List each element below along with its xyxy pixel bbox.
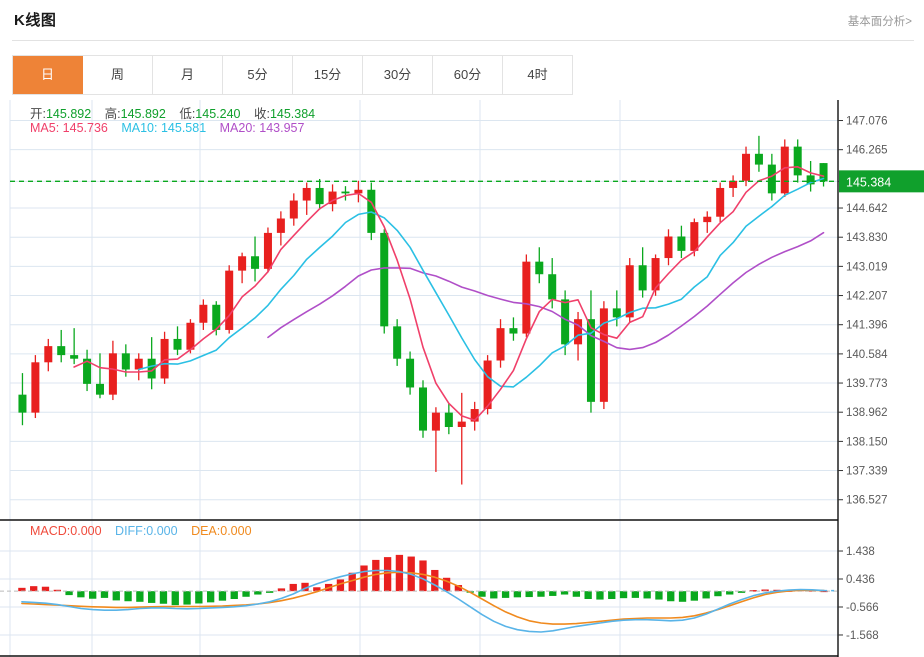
tab-1[interactable]: 周 [83, 56, 153, 94]
timeframe-tabbar: 日 周 月 5分 15分 30分 60分 4时 [12, 55, 573, 95]
price-axis-tick: 136.527 [846, 495, 888, 507]
price-axis-tick: 143.019 [846, 261, 888, 273]
tab-label: 日 [40, 67, 54, 82]
page-title: K线图 [14, 12, 57, 29]
macd-svg[interactable]: 1.438 0.436 -0.566 -1.568 [0, 521, 924, 657]
price-axis-tick: 144.642 [846, 203, 888, 215]
price-axis-tick: 138.962 [846, 407, 888, 419]
price-axis-tick: 141.396 [846, 320, 888, 332]
tab-label: 周 [110, 67, 124, 82]
macd-panel[interactable]: 1.438 0.436 -0.566 -1.568 MACD:0.000 DIFF:0… [0, 521, 924, 657]
macd-axis-tick: 0.436 [846, 574, 875, 586]
tab-0[interactable]: 日 [13, 56, 83, 94]
macd-axis-tick: -0.566 [846, 602, 879, 614]
price-axis-tick: 146.265 [846, 145, 888, 157]
fundamental-analysis-link[interactable]: 基本面分析> [847, 16, 912, 28]
tab-2[interactable]: 月 [153, 56, 223, 94]
price-axis-tick: 139.773 [846, 378, 888, 390]
price-axis-tick: 137.339 [846, 466, 888, 478]
tab-label: 5分 [247, 67, 268, 82]
price-axis-tick: 147.076 [846, 116, 888, 128]
page-header: K线图 基本面分析> [0, 0, 924, 41]
price-axis-tick: 142.207 [846, 291, 888, 303]
tab-5[interactable]: 30分 [363, 56, 433, 94]
header-divider [12, 40, 914, 41]
tab-label: 月 [180, 67, 194, 82]
macd-axis-tick: 1.438 [846, 546, 875, 558]
tab-4[interactable]: 15分 [293, 56, 363, 94]
current-price-tag: 145.384 [839, 170, 924, 193]
price-axis-tick: 143.830 [846, 232, 888, 244]
tab-label: 30分 [383, 67, 412, 82]
tab-7[interactable]: 4时 [503, 56, 573, 94]
chart-container: 147.076 146.265 145.384 144.642 143.830 143.0… [0, 100, 924, 657]
tab-label: 15分 [313, 67, 342, 82]
tab-label: 4时 [527, 67, 548, 82]
macd-axis-tick: -1.568 [846, 630, 879, 642]
price-axis-tick: 140.584 [846, 349, 888, 361]
price-axis-tick: 138.150 [846, 436, 888, 448]
candlestick-panel[interactable]: 147.076 146.265 145.384 144.642 143.830 143.0… [0, 100, 924, 521]
current-price-value: 145.384 [846, 175, 891, 189]
tab-label: 60分 [453, 67, 482, 82]
candlestick-svg[interactable]: 147.076 146.265 145.384 144.642 143.830 143.0… [0, 100, 924, 521]
tab-3[interactable]: 5分 [223, 56, 293, 94]
tab-6[interactable]: 60分 [433, 56, 503, 94]
